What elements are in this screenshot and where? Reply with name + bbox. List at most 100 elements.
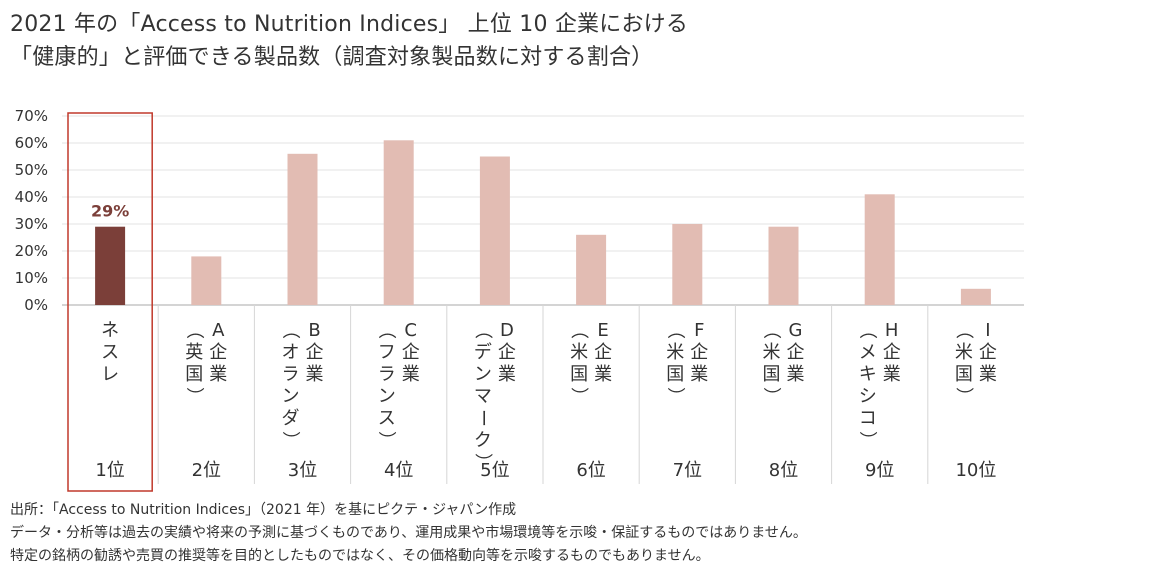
bar <box>768 226 799 305</box>
category-label-char: C <box>404 320 417 341</box>
category-note-char: デ <box>474 342 492 363</box>
category-note-char: ダ <box>282 408 300 429</box>
category-note-char: ） <box>857 431 878 449</box>
category-note-char: 国 <box>763 364 781 385</box>
rank-label: 8位 <box>769 460 798 481</box>
category-label-char: I <box>985 320 990 341</box>
category-note-char: ） <box>280 431 301 449</box>
footnote-source: 出所：「Access to Nutrition Indices」（2021 年）… <box>10 502 517 518</box>
category-note-char: （ <box>280 321 301 339</box>
y-tick-label: 60% <box>15 134 48 152</box>
category-note-char: 英 <box>185 342 203 363</box>
bar <box>287 153 318 305</box>
rank-label: 10位 <box>955 460 996 481</box>
category-note-char: ン <box>474 364 492 385</box>
category-label-char: A <box>212 320 225 341</box>
data-label: 29% <box>91 202 129 221</box>
y-tick-label: 20% <box>15 242 48 260</box>
category-label-char: 業 <box>883 364 901 385</box>
category-label-char: レ <box>101 364 119 385</box>
category-note-char: ン <box>282 386 300 407</box>
category-label-char: 企 <box>787 342 805 363</box>
category-label-char: H <box>885 320 899 341</box>
category-note-char: ） <box>953 387 974 405</box>
bar <box>95 226 126 305</box>
category-note-char: ） <box>183 387 204 405</box>
bar <box>479 156 510 305</box>
category-note-char: ） <box>472 453 493 471</box>
category-label-char: 業 <box>690 364 708 385</box>
bar <box>960 288 991 305</box>
category-note-char: （ <box>376 321 397 339</box>
y-tick-label: 0% <box>24 296 48 314</box>
category-note-char: ） <box>664 387 685 405</box>
category-label-char: ス <box>101 342 119 363</box>
category-note-char: 米 <box>666 342 684 363</box>
y-tick-label: 30% <box>15 215 48 233</box>
category-label-char: 業 <box>498 364 516 385</box>
category-label-char: 企 <box>498 342 516 363</box>
category-note-char: （ <box>472 321 493 339</box>
category-label-char: 業 <box>209 364 227 385</box>
category-label-char: E <box>597 320 608 341</box>
category-note-char: （ <box>761 321 782 339</box>
category-label-char: D <box>500 320 514 341</box>
bar <box>191 256 222 305</box>
category-label-char: 企 <box>690 342 708 363</box>
category-note-char: フ <box>378 342 396 363</box>
category-label-char: 企 <box>883 342 901 363</box>
rank-label: 4位 <box>384 460 413 481</box>
bar <box>576 234 607 305</box>
category-label-char: ネ <box>101 320 119 341</box>
footnote-disclaimer-2: 特定の銘柄の勧誘や売買の推奨等を目的としたものではなく、その価格動向等を示唆する… <box>10 548 710 564</box>
category-note-char: （ <box>953 321 974 339</box>
category-label-char: 企 <box>209 342 227 363</box>
category-label-char: 業 <box>594 364 612 385</box>
y-tick-label: 70% <box>15 107 48 125</box>
category-note-char: （ <box>568 321 589 339</box>
category-label-char: 企 <box>306 342 324 363</box>
category-note-char: 国 <box>185 364 203 385</box>
category-note-char: 国 <box>666 364 684 385</box>
rank-label: 5位 <box>480 460 509 481</box>
category-label-char: 企 <box>402 342 420 363</box>
category-note-char: シ <box>859 386 877 407</box>
rank-label: 9位 <box>865 460 894 481</box>
category-note-char: マ <box>474 386 492 407</box>
category-label-char: 業 <box>306 364 324 385</box>
category-note-char: ） <box>376 431 397 449</box>
chart-title-line-1: 2021 年の「Access to Nutrition Indices」 上位 … <box>10 12 689 37</box>
category-note-char: ） <box>568 387 589 405</box>
category-note-char: 米 <box>955 342 973 363</box>
category-note-char: ー <box>472 409 493 427</box>
category-note-char: ク <box>474 430 492 451</box>
category-note-char: （ <box>183 321 204 339</box>
category-note-char: 国 <box>570 364 588 385</box>
category-note-char: オ <box>282 342 300 363</box>
category-note-char: ス <box>378 408 396 429</box>
category-note-char: ラ <box>378 364 396 385</box>
rank-label: 3位 <box>288 460 317 481</box>
category-note-char: メ <box>859 342 877 363</box>
category-label-char: B <box>308 320 320 341</box>
rank-label: 7位 <box>673 460 702 481</box>
category-label-char: 業 <box>402 364 420 385</box>
bar <box>383 140 414 305</box>
category-note-char: （ <box>857 321 878 339</box>
category-label-char: 企 <box>594 342 612 363</box>
category-label-char: 業 <box>787 364 805 385</box>
category-note-char: ） <box>761 387 782 405</box>
y-tick-label: 50% <box>15 161 48 179</box>
category-note-char: 米 <box>570 342 588 363</box>
category-label-char: 企 <box>979 342 997 363</box>
y-tick-label: 40% <box>15 188 48 206</box>
rank-label: 2位 <box>192 460 221 481</box>
rank-label: 6位 <box>576 460 605 481</box>
category-note-char: （ <box>664 321 685 339</box>
category-label-char: F <box>694 320 704 341</box>
category-note-char: ラ <box>282 364 300 385</box>
category-label-char: 業 <box>979 364 997 385</box>
y-tick-label: 10% <box>15 269 48 287</box>
category-label-char: G <box>789 320 803 341</box>
footnote-disclaimer-1: データ・分析等は過去の実績や将来の予測に基づくものであり、運用成果や市場環境等を… <box>10 525 807 541</box>
